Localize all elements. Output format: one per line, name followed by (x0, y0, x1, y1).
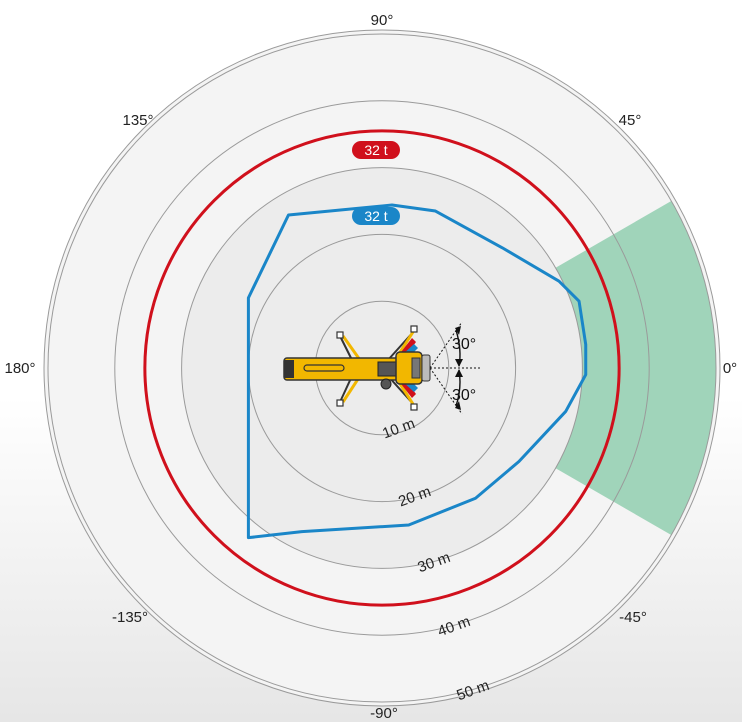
angle-label-minus90: -90° (370, 705, 398, 722)
upper-center-arrowhead (455, 359, 463, 367)
ring-40m (114, 100, 650, 636)
lower-center-arrowhead (455, 369, 463, 377)
sector-lower-dotted-line (429, 367, 463, 415)
angle-label-minus45: -45° (619, 609, 647, 626)
outrigger-pad-rear-left (336, 331, 344, 339)
badge-red-32t-label: 32 t (364, 142, 387, 158)
angle-label-180: 180° (4, 360, 35, 377)
angle-label-0: 0° (723, 360, 737, 377)
crane-winch (380, 378, 392, 390)
sector-upper-angle-label: 30° (452, 336, 476, 353)
load-curve-blue-32t (246, 203, 588, 540)
load-curve-red-32t (143, 129, 621, 607)
badge-red-32t: 32 t (352, 141, 400, 159)
ring-30m (181, 167, 583, 569)
angle-label-90: 90° (371, 12, 394, 29)
crane-boom-slot (303, 364, 345, 372)
angle-label-minus135: -135° (112, 609, 148, 626)
sector-upper-dotted-line (429, 321, 463, 369)
crane-cab-window (411, 357, 421, 379)
angle-label-45: 45° (619, 112, 642, 129)
upper-arrowhead (455, 326, 461, 335)
lower-arrowhead (455, 401, 461, 410)
outrigger-pad-front-right (410, 403, 418, 411)
crane-counterweight (284, 360, 294, 378)
crane-top-view (283, 325, 431, 411)
ring-50m (47, 33, 717, 703)
crane-cab-front (421, 354, 431, 382)
outrigger-pad-rear-right (336, 399, 344, 407)
sector-lower-angle-label: 30° (452, 387, 476, 404)
sector-angle-indicator: 30° 30° (429, 321, 482, 415)
outrigger-pad-front-left (410, 325, 418, 333)
badge-blue-32t-label: 32 t (364, 208, 387, 224)
angle-label-135: 135° (122, 112, 153, 129)
badge-blue-32t: 32 t (352, 207, 400, 225)
